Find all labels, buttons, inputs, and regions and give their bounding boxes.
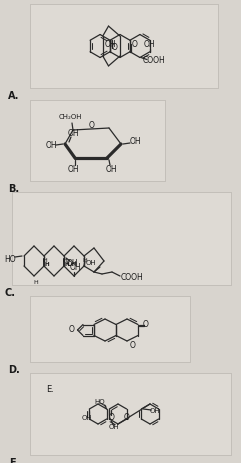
Text: COOH: COOH bbox=[142, 56, 165, 65]
Text: C.: C. bbox=[5, 288, 15, 298]
Text: O: O bbox=[123, 413, 129, 422]
Text: CH₂OH: CH₂OH bbox=[58, 114, 82, 120]
Bar bbox=[30, 373, 231, 455]
Bar bbox=[30, 296, 190, 362]
Text: OH: OH bbox=[69, 263, 81, 273]
Text: OH: OH bbox=[66, 259, 78, 269]
Text: OH: OH bbox=[67, 164, 79, 174]
Text: COOH: COOH bbox=[121, 273, 143, 282]
Text: OH: OH bbox=[104, 40, 116, 49]
Text: H: H bbox=[45, 263, 49, 268]
Text: O: O bbox=[108, 413, 114, 423]
Text: O: O bbox=[68, 325, 74, 334]
Text: H: H bbox=[65, 263, 69, 268]
Text: OH: OH bbox=[67, 130, 79, 138]
Bar bbox=[30, 4, 218, 88]
Text: OH: OH bbox=[144, 40, 156, 49]
Text: OH: OH bbox=[105, 164, 117, 174]
Text: OH: OH bbox=[86, 260, 96, 266]
Text: O: O bbox=[112, 43, 118, 52]
Text: HO: HO bbox=[94, 399, 105, 405]
Text: O: O bbox=[130, 342, 135, 350]
Text: H: H bbox=[34, 281, 38, 286]
Text: B.: B. bbox=[8, 184, 20, 194]
Text: A.: A. bbox=[8, 91, 20, 101]
Text: OH: OH bbox=[150, 408, 161, 414]
Text: HO: HO bbox=[4, 255, 16, 263]
Text: OH: OH bbox=[45, 142, 57, 150]
Text: H: H bbox=[63, 258, 67, 263]
Text: H: H bbox=[83, 258, 87, 263]
Bar bbox=[12, 192, 231, 285]
Text: OH: OH bbox=[109, 424, 120, 430]
Text: OH: OH bbox=[129, 138, 141, 146]
Text: E.: E. bbox=[46, 386, 54, 394]
Text: D.: D. bbox=[8, 365, 20, 375]
Text: O: O bbox=[132, 40, 138, 49]
Bar bbox=[30, 100, 165, 181]
Text: O: O bbox=[89, 120, 95, 130]
Text: H: H bbox=[43, 258, 47, 263]
Text: O: O bbox=[143, 320, 149, 329]
Text: OH: OH bbox=[82, 415, 93, 421]
Text: OH: OH bbox=[67, 261, 77, 267]
Text: E.: E. bbox=[9, 458, 19, 463]
